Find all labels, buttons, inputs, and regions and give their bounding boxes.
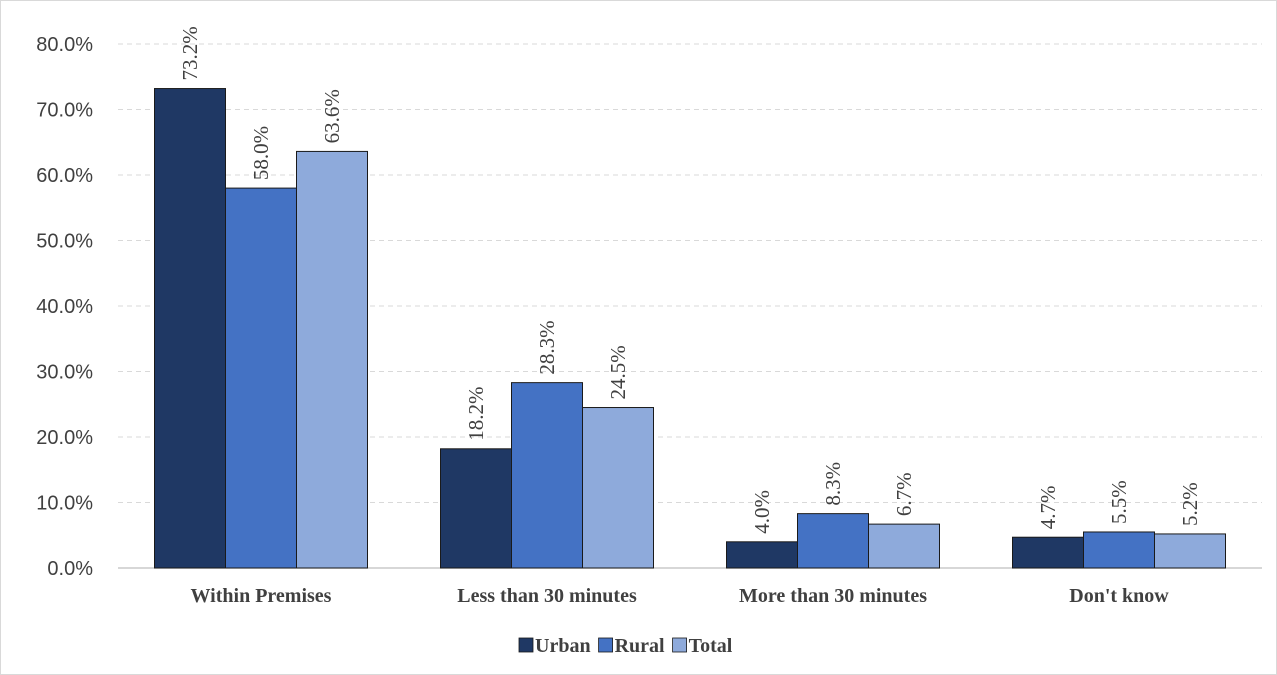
bar-rural	[797, 513, 869, 569]
legend-label: Urban	[535, 635, 591, 657]
legend-swatch	[518, 637, 534, 653]
y-tick-label: 60.0%	[36, 165, 93, 187]
data-label: 5.5%	[1107, 480, 1131, 524]
bars	[154, 88, 1226, 569]
bar-total	[1154, 533, 1226, 569]
data-label: 58.0%	[249, 126, 273, 180]
data-label: 24.5%	[606, 345, 630, 399]
data-label: 63.6%	[320, 89, 344, 143]
legend-swatch	[598, 637, 613, 653]
legend-label: Total	[689, 635, 733, 657]
data-label: 8.3%	[821, 462, 845, 506]
data-label: 18.2%	[464, 387, 488, 441]
category-label: Within Premises	[191, 585, 332, 607]
data-label: 4.7%	[1036, 485, 1060, 529]
bar-total	[582, 407, 654, 569]
data-label: 5.2%	[1178, 482, 1202, 526]
data-label: 73.2%	[178, 26, 202, 80]
data-label: 28.3%	[535, 320, 559, 374]
y-tick-label: 40.0%	[36, 296, 93, 318]
bar-urban	[1012, 536, 1084, 569]
y-tick-label: 70.0%	[36, 100, 93, 122]
y-tick-label: 50.0%	[36, 231, 93, 253]
category-label: Less than 30 minutes	[457, 585, 637, 607]
x-axis-categories: Within Premises Less than 30 minutes More …	[191, 585, 1170, 607]
y-tick-label: 30.0%	[36, 362, 93, 384]
bar-urban	[440, 448, 512, 569]
y-tick-label: 10.0%	[36, 493, 93, 515]
y-tick-label: 20.0%	[36, 427, 93, 449]
y-axis-ticks: 0.0% 10.0% 20.0% 30.0% 40.0% 50.0% 60.0% 70.0% 8…	[36, 34, 93, 580]
bar-rural	[225, 187, 297, 569]
data-labels: 73.2% 58.0% 63.6% 18.2% 28.3% 24.5% 4.0% 8.3% 6.…	[178, 26, 1202, 534]
legend: Urban Rural Total	[518, 635, 733, 657]
bar-rural	[511, 382, 583, 569]
bar-total	[296, 150, 368, 569]
y-tick-label: 80.0%	[36, 34, 93, 56]
bar-urban	[154, 88, 226, 569]
bar-total	[868, 523, 940, 569]
data-label: 6.7%	[892, 472, 916, 516]
y-tick-label: 0.0%	[47, 558, 93, 580]
data-label: 4.0%	[750, 490, 774, 534]
bar-rural	[1083, 531, 1155, 569]
legend-label: Rural	[615, 635, 665, 657]
bar-urban	[726, 541, 798, 569]
category-label: Don't know	[1069, 585, 1169, 607]
category-label: More than 30 minutes	[739, 585, 927, 607]
legend-swatch	[672, 637, 687, 653]
